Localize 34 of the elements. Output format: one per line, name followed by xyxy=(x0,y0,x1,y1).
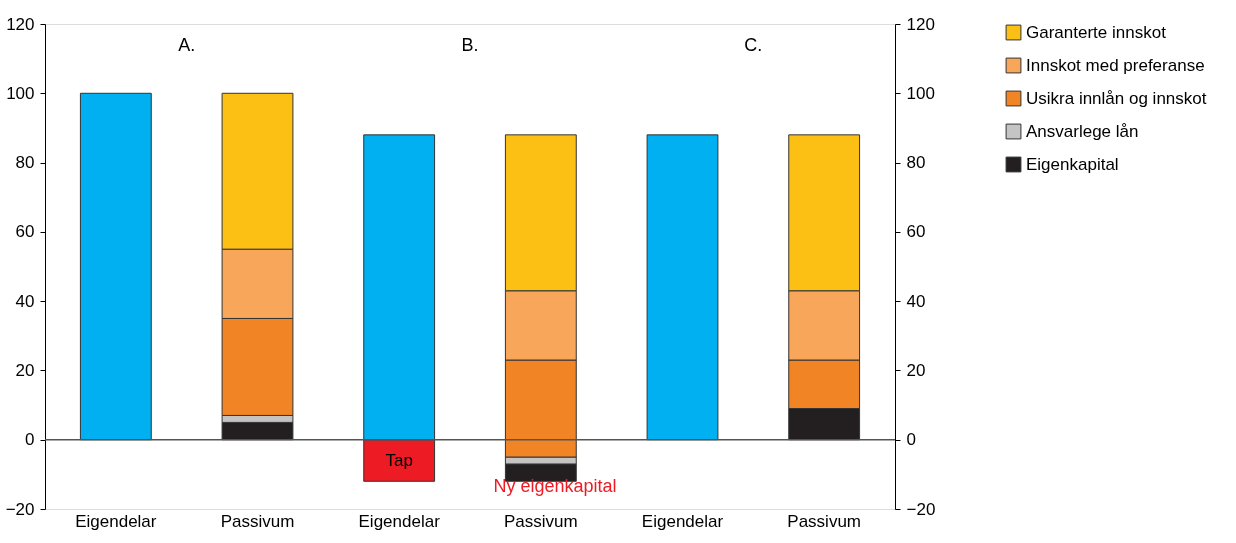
x-tick-label: Eigendelar xyxy=(358,511,441,531)
y-tick-label: 0 xyxy=(25,430,35,450)
y-tick-label: 80 xyxy=(15,153,35,173)
x-tick-label: Passivum xyxy=(220,511,295,531)
y-tick-label: 60 xyxy=(15,222,35,242)
series-label: Tap xyxy=(385,450,413,470)
y2-tick-label: 80 xyxy=(906,153,926,173)
bar xyxy=(79,92,152,441)
y2-tick-label: 120 xyxy=(906,14,935,34)
y-tick-label: 20 xyxy=(15,360,35,380)
annotation: Ny eigenkapital xyxy=(493,476,617,497)
legend-label: Usikra innlån og innskot xyxy=(1026,88,1207,108)
y2-tick-label: 0 xyxy=(906,430,916,450)
legend-label: Ansvarlege lån xyxy=(1026,121,1139,141)
y-tick-label: 120 xyxy=(6,14,35,34)
x-tick-label: Eigendelar xyxy=(641,511,724,531)
y-tick-label: 100 xyxy=(6,83,35,103)
legend-label: Innskot med preferanse xyxy=(1026,55,1205,75)
y2-tick-label: 60 xyxy=(906,222,926,242)
annotation: B. xyxy=(461,34,479,55)
y2-tick-label: 20 xyxy=(906,360,926,380)
annotation: A. xyxy=(178,34,196,55)
legend-label: Eigenkapital xyxy=(1026,154,1119,174)
y2-tick-label: 40 xyxy=(906,291,926,311)
y2-tick-label: 100 xyxy=(906,83,935,103)
bar xyxy=(646,134,719,441)
y-tick-label: 40 xyxy=(15,291,35,311)
x-tick-label: Eigendelar xyxy=(75,511,157,531)
annotation: C. xyxy=(744,34,763,55)
y2-tick-label: −20 xyxy=(906,499,936,519)
y-tick-label: −20 xyxy=(5,499,35,519)
x-tick-label: Passivum xyxy=(787,511,862,531)
x-tick-label: Passivum xyxy=(503,511,578,531)
legend-label: Garanterte innskot xyxy=(1026,22,1167,42)
